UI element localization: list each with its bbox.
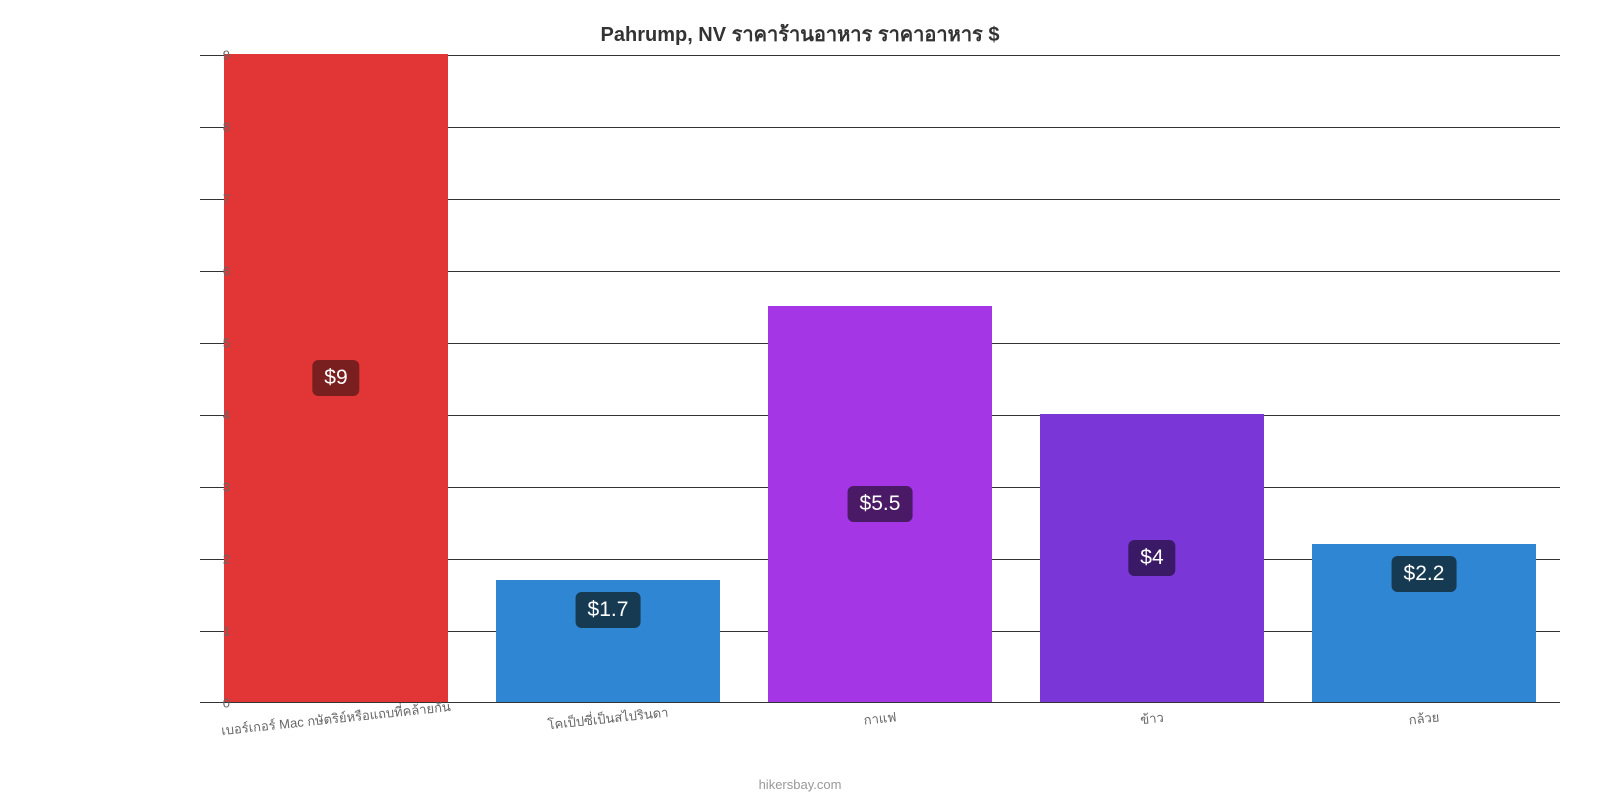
ytick-label: 2: [223, 552, 230, 567]
xtick-label: กล้วย: [1408, 706, 1441, 730]
xtick-label: ข้าว: [1139, 707, 1165, 730]
ytick-label: 0: [223, 696, 230, 711]
bar-value-label: $1.7: [576, 592, 641, 628]
xtick-label: กาแฟ: [863, 706, 898, 730]
bar-value-label: $9: [312, 360, 359, 396]
bar: $4: [1040, 414, 1263, 702]
bar-value-label: $5.5: [848, 486, 913, 522]
plot-area: $9 $1.7 $5.5 $4 $2.2: [200, 55, 1560, 703]
bar: $5.5: [768, 306, 991, 702]
ytick-label: 1: [223, 624, 230, 639]
bar-value-label: $4: [1128, 540, 1175, 576]
attribution-text: hikersbay.com: [759, 777, 842, 792]
ytick-label: 5: [223, 336, 230, 351]
ytick-label: 8: [223, 120, 230, 135]
ytick-label: 3: [223, 480, 230, 495]
bar: $2.2: [1312, 544, 1535, 702]
chart-title: Pahrump, NV ราคาร้านอาหาร ราคาอาหาร $: [601, 18, 1000, 50]
bar: $1.7: [496, 580, 719, 702]
bar: $9: [224, 54, 447, 702]
bar-chart: Pahrump, NV ราคาร้านอาหาร ราคาอาหาร $ $9…: [0, 0, 1600, 800]
ytick-label: 9: [223, 48, 230, 63]
ytick-label: 6: [223, 264, 230, 279]
ytick-label: 4: [223, 408, 230, 423]
ytick-label: 7: [223, 192, 230, 207]
bar-value-label: $2.2: [1392, 556, 1457, 592]
